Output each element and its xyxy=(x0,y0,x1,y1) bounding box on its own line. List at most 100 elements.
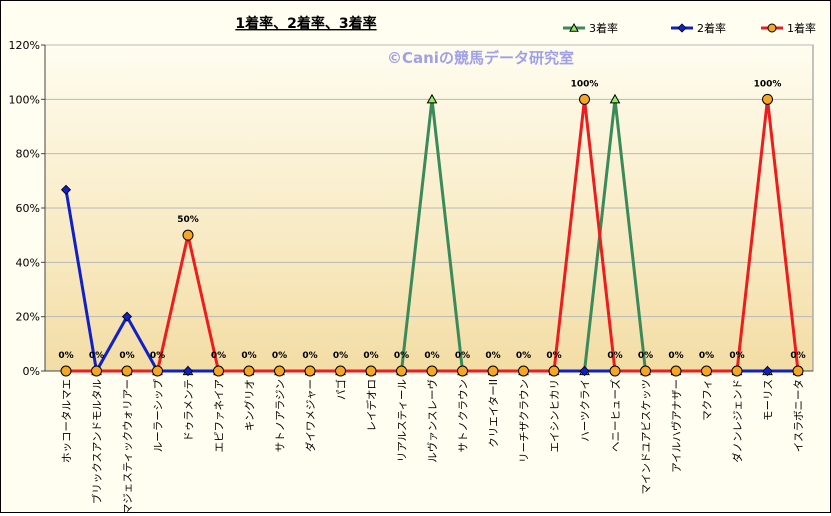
y-tick-label: 40% xyxy=(16,256,40,269)
data-labels: 0% 0% 0% 0% 50% 0% 0% 0% 0% 0% 0% 0% 0% 0% 0% 0% 0% 100% 0… xyxy=(58,79,805,361)
x-tick-label: ルヴァンスレーヴ xyxy=(426,379,439,463)
data-label: 0% xyxy=(607,351,622,361)
x-tick-label: アイルハヴアナザー xyxy=(670,379,683,473)
data-point xyxy=(182,365,194,377)
x-tick-label: マクフィ xyxy=(702,379,714,421)
x-tick-label: エピファネイア xyxy=(214,379,226,453)
data-label: 0% xyxy=(516,351,531,361)
data-label: 0% xyxy=(150,351,165,361)
data-point xyxy=(91,365,102,377)
data-label: 100% xyxy=(571,79,599,89)
data-point xyxy=(792,365,804,377)
data-point xyxy=(182,229,194,241)
x-tick-label: ルーラーシップ xyxy=(153,379,165,453)
data-point xyxy=(609,93,621,104)
x-tick-label: ハーツクライ xyxy=(580,379,592,442)
chart-title: 1着率、2着率、3着率 xyxy=(235,15,376,32)
data-point xyxy=(213,365,224,377)
data-point xyxy=(762,365,773,377)
series-1着率 xyxy=(60,93,804,377)
data-label: 0% xyxy=(485,351,500,361)
data-label: 0% xyxy=(546,351,561,361)
y-tick-label: 120% xyxy=(9,39,40,52)
data-label: 0% xyxy=(333,351,348,361)
data-label: 100% xyxy=(754,79,782,89)
legend-label: 1着率 xyxy=(787,21,816,35)
legend-label: 2着率 xyxy=(697,21,726,35)
data-label: 0% xyxy=(302,351,317,361)
data-label: 0% xyxy=(668,351,683,361)
x-tick-label: クリエイターII xyxy=(488,379,500,448)
data-label: 0% xyxy=(211,351,226,361)
data-label: 0% xyxy=(89,351,104,361)
x-tick-label: エイシンヒカリ xyxy=(549,379,561,453)
y-tick-label: 100% xyxy=(9,93,40,106)
data-label: 0% xyxy=(455,351,470,361)
y-tick-label: 20% xyxy=(16,311,40,324)
data-point xyxy=(548,365,560,377)
data-label: 0% xyxy=(272,351,287,361)
x-tick-label: イスラボニータ xyxy=(793,379,805,452)
x-tick-label: サトノクラウン xyxy=(458,379,470,453)
data-point xyxy=(569,22,579,32)
x-axis: ホッコータルマエ ブリックスアンドモルタル マジェスティックウォリアー ルーラーシップ… xyxy=(45,370,813,514)
x-tick-label: ヘニーヒューズ xyxy=(609,379,622,452)
x-tick-label: ブリックスアンドモルタル xyxy=(91,379,104,504)
data-point xyxy=(121,311,133,322)
y-tick-label: 60% xyxy=(16,202,40,215)
data-label: 50% xyxy=(177,215,199,225)
legend-label: 3着率 xyxy=(589,21,618,35)
data-label: 0% xyxy=(58,351,73,361)
x-tick-label: ダノンレジェンド xyxy=(731,379,744,463)
data-point xyxy=(640,365,651,377)
data-label: 0% xyxy=(394,351,409,361)
data-point xyxy=(579,365,590,377)
data-point xyxy=(121,365,133,377)
data-point xyxy=(60,184,72,195)
data-label: 0% xyxy=(241,351,256,361)
x-tick-label: レイデオロ xyxy=(365,379,378,432)
x-tick-label: ホッコータルマエ xyxy=(61,379,73,463)
data-label: 0% xyxy=(424,351,439,361)
legend: 3着率 2着率 1着率 xyxy=(563,21,816,35)
x-tick-label: パゴ xyxy=(335,379,348,400)
watermark: ©Caniの競馬データ研究室 xyxy=(387,49,574,67)
data-point xyxy=(335,365,346,377)
x-tick-label: リーチザクラウン xyxy=(519,379,531,463)
x-tick-label: マジェスティックウォリアー xyxy=(122,379,134,512)
data-point xyxy=(396,365,407,377)
data-label: 0% xyxy=(729,351,744,361)
data-point xyxy=(60,365,72,377)
data-label: 0% xyxy=(363,351,378,361)
data-point xyxy=(274,365,285,377)
series-layer xyxy=(60,93,804,377)
x-tick-label: マインドユアビスケッツ xyxy=(641,379,653,495)
data-point xyxy=(579,93,590,105)
data-point xyxy=(426,365,438,377)
x-tick-label: リアルスティール xyxy=(397,379,409,462)
y-tick-label: 80% xyxy=(16,148,40,161)
data-label: 0% xyxy=(699,351,714,361)
data-point xyxy=(731,365,743,377)
data-point xyxy=(304,365,316,377)
data-point xyxy=(767,23,777,33)
data-point xyxy=(677,23,687,33)
data-label: 0% xyxy=(638,351,653,361)
data-point xyxy=(609,365,621,377)
x-tick-label: モーリス xyxy=(763,379,775,421)
data-point xyxy=(487,365,499,377)
data-point xyxy=(243,365,255,377)
data-label: 0% xyxy=(790,351,805,361)
data-point xyxy=(365,365,377,377)
x-tick-label: サトノアラジン xyxy=(275,379,287,452)
x-tick-label: ドゥラメンテ xyxy=(183,379,195,442)
data-point xyxy=(152,365,163,377)
y-tick-label: 0% xyxy=(23,365,40,378)
data-point xyxy=(457,365,468,377)
data-point xyxy=(518,365,529,377)
data-point xyxy=(762,93,773,105)
x-tick-label: ダイワメジャー xyxy=(304,379,317,452)
data-point xyxy=(426,93,438,104)
